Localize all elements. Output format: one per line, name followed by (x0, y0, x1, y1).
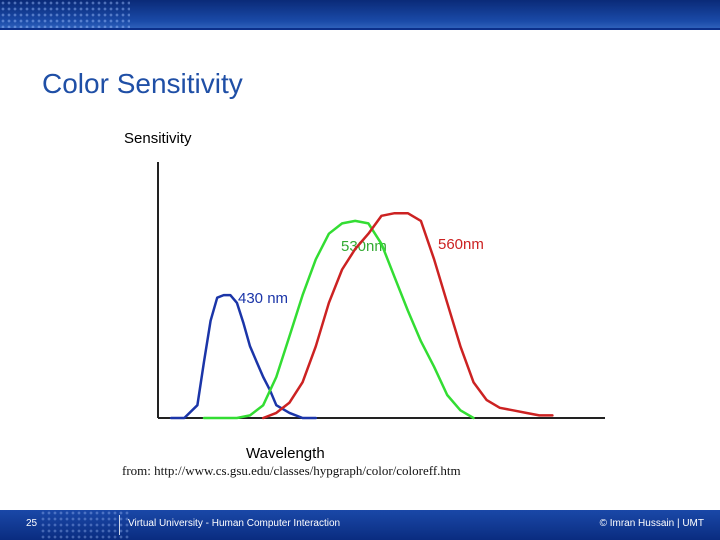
banner-dot-pattern (0, 0, 130, 30)
page-number: 25 (26, 518, 38, 529)
label-560nm: 560nm (438, 236, 484, 253)
footer-author: © Imran Hussain | UMT (599, 518, 704, 529)
curve-short-430nm (169, 293, 318, 420)
top-banner (0, 0, 720, 30)
slide-title: Color Sensitivity (42, 68, 243, 99)
footer-dot-pattern (40, 510, 130, 540)
curve-long-560nm (261, 211, 554, 420)
footer-divider (119, 515, 120, 535)
source-citation: from: http://www.cs.gsu.edu/classes/hypg… (122, 463, 461, 478)
banner-rule (0, 28, 720, 30)
curve-medium-530nm (202, 219, 475, 420)
footer-course-title: Virtual University - Human Computer Inte… (128, 518, 341, 529)
label-530nm: 530nm (341, 238, 387, 255)
footer-bar: 25 Virtual University - Human Computer I… (0, 510, 720, 540)
x-axis-label: Wavelength (246, 445, 325, 462)
label-430nm: 430 nm (238, 290, 288, 307)
y-axis-label: Sensitivity (124, 130, 192, 147)
